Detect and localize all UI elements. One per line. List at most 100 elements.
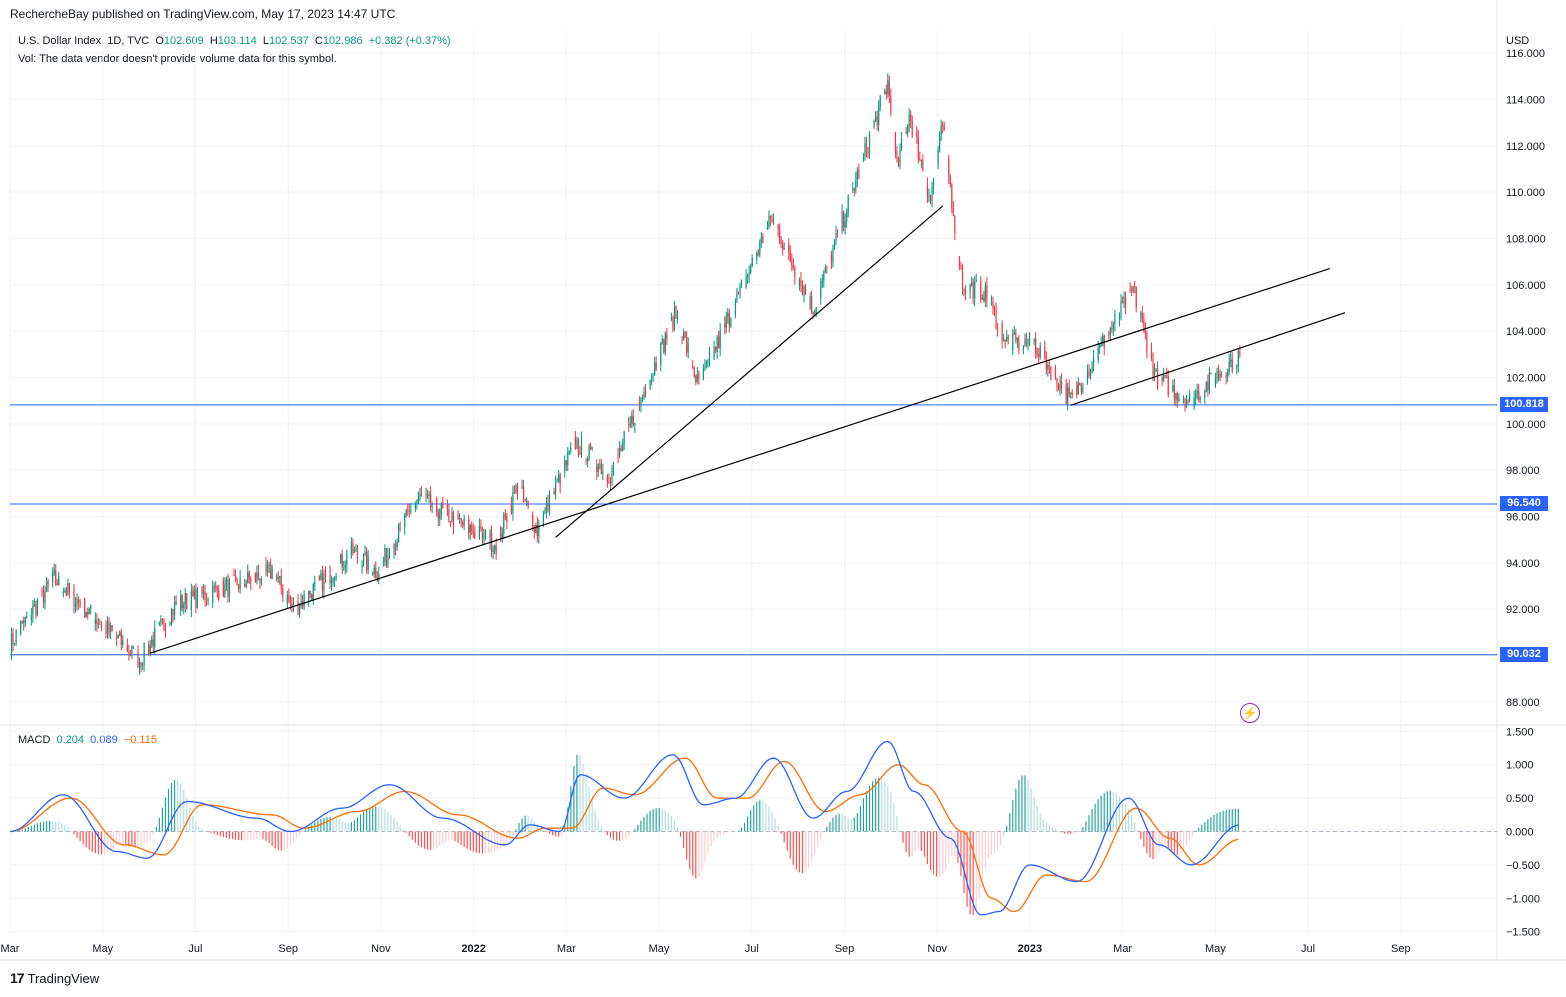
candle-body — [846, 212, 848, 222]
candle-body — [716, 336, 718, 352]
candle-body — [468, 519, 470, 533]
candle-body — [234, 575, 237, 579]
candle-body — [1182, 398, 1185, 400]
candle-body — [1131, 290, 1133, 292]
candle-body — [298, 607, 301, 615]
candle-body — [367, 555, 369, 571]
candle-body — [47, 581, 49, 585]
candle-body — [952, 208, 954, 216]
candle-body — [727, 312, 729, 318]
candle-body — [788, 244, 790, 253]
candle-body — [87, 612, 89, 615]
candle-body — [430, 494, 432, 507]
open-value: 102.609 — [163, 35, 204, 47]
level-price-tag: 100.818 — [1500, 397, 1548, 413]
candle-body — [734, 300, 737, 316]
candle-body — [908, 114, 910, 126]
macd-line — [9, 740, 1239, 916]
candle-body — [73, 588, 75, 608]
trendline — [150, 268, 1330, 654]
candle-body — [556, 481, 558, 483]
candle-body — [852, 188, 854, 190]
candle-body — [879, 96, 881, 107]
candle-body — [993, 307, 996, 310]
candle-body — [800, 279, 802, 286]
candle-body — [826, 267, 828, 269]
candle-body — [1236, 365, 1238, 368]
candle-body — [929, 195, 932, 201]
candle-body — [501, 533, 503, 539]
candle-body — [405, 510, 407, 516]
candle-body — [747, 274, 749, 277]
candle-body — [1086, 370, 1089, 383]
time-tick-label: May — [92, 943, 113, 955]
symbol-name: U.S. Dollar Index, 1D, TVC — [18, 35, 150, 47]
candle-body — [288, 595, 290, 601]
candle-body — [609, 482, 612, 484]
candle-body — [888, 80, 890, 97]
candle-body — [1097, 347, 1099, 360]
candle-body — [919, 158, 921, 161]
candle-body — [843, 211, 845, 228]
candle-body — [510, 504, 512, 514]
candle-body — [373, 567, 375, 575]
candle-body — [1068, 387, 1070, 394]
candle-body — [1185, 400, 1188, 408]
candle-body — [247, 572, 249, 583]
candle-body — [1079, 383, 1081, 386]
candle-body — [522, 487, 525, 499]
candle-body — [579, 452, 581, 455]
candle-body — [500, 527, 502, 539]
candle-body — [96, 620, 98, 625]
candle-body — [141, 664, 144, 666]
candle-body — [535, 524, 537, 534]
macd-tick-label: −1.500 — [1506, 927, 1540, 939]
time-tick-label: Jul — [1301, 943, 1315, 955]
candle-body — [442, 503, 444, 509]
candle-body — [1121, 301, 1124, 304]
candle-body — [990, 301, 993, 305]
candle-body — [971, 282, 973, 285]
macd-signal-value: −0.115 — [123, 734, 157, 746]
candle-body — [545, 502, 548, 511]
candle-body — [789, 252, 791, 262]
candle-body — [213, 586, 215, 588]
candle-body — [1056, 377, 1058, 385]
price-tick-label: 112.000 — [1506, 141, 1545, 153]
candle-body — [451, 511, 453, 523]
candle-body — [137, 650, 139, 668]
candle-body — [375, 567, 377, 578]
lightning-icon[interactable]: ⚡ — [1240, 703, 1260, 723]
candle-body — [53, 570, 55, 573]
candle-body — [190, 590, 192, 611]
candle-body — [780, 241, 782, 245]
candle-body — [757, 252, 759, 255]
candle-body — [106, 621, 109, 634]
candle-body — [696, 373, 698, 383]
candle-body — [271, 569, 273, 579]
time-tick-label: Sep — [278, 943, 298, 955]
candle-body — [1092, 356, 1095, 366]
candle-body — [629, 423, 631, 426]
candle-body — [1156, 368, 1159, 389]
candle-body — [111, 625, 113, 632]
candle-body — [728, 312, 730, 326]
candle-body — [33, 603, 35, 607]
candle-body — [1176, 393, 1178, 402]
candle-body — [35, 603, 37, 616]
candle-body — [372, 574, 374, 576]
price-tick-label: 96.000 — [1506, 512, 1540, 524]
candle-body — [67, 582, 69, 595]
candle-body — [751, 258, 753, 267]
time-tick-label: Jul — [188, 943, 202, 955]
candle-body — [42, 590, 45, 603]
candle-body — [88, 608, 90, 615]
candle-body — [1204, 391, 1206, 398]
candle-body — [833, 240, 836, 248]
candle-body — [943, 125, 945, 131]
candle-body — [21, 620, 23, 624]
candle-body — [396, 541, 398, 548]
candle-body — [492, 550, 494, 552]
price-tick-label: 88.000 — [1506, 697, 1540, 709]
